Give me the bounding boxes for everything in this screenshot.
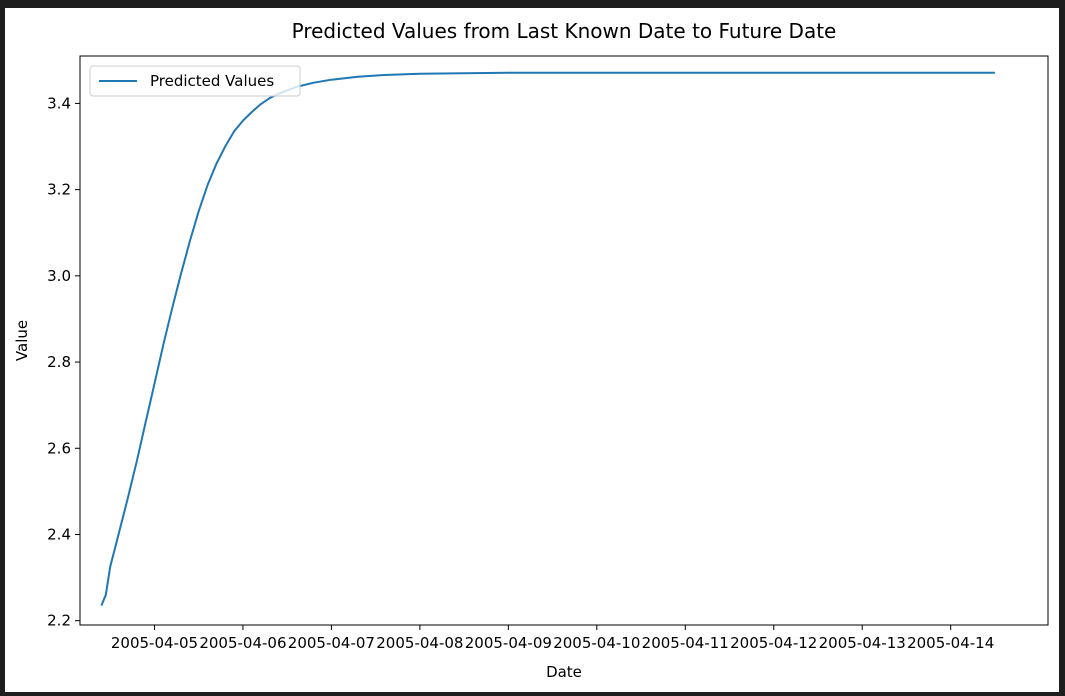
series-layer <box>100 71 995 606</box>
x-tick-label: 2005-04-06 <box>199 634 286 652</box>
chart-title: Predicted Values from Last Known Date to… <box>292 19 837 43</box>
y-axis-label: Value <box>13 320 31 361</box>
line-chart: Predicted Values from Last Known Date to… <box>13 19 1049 681</box>
x-tick-label: 2005-04-12 <box>730 634 817 652</box>
x-tick-label: 2005-04-14 <box>907 634 994 652</box>
series-line-predicted-values <box>100 71 995 606</box>
x-tick-label: 2005-04-07 <box>288 634 375 652</box>
x-axis-ticks: 2005-04-05 2005-04-06 2005-04-07 2005-04-08… <box>111 625 994 652</box>
x-tick-label: 2005-04-13 <box>819 634 906 652</box>
x-tick-label: 2005-04-09 <box>465 634 552 652</box>
x-tick-label: 2005-04-10 <box>553 634 640 652</box>
chart-figure: Predicted Values from Last Known Date to… <box>5 8 1059 692</box>
y-tick-label: 3.4 <box>47 94 71 112</box>
y-tick-label: 2.4 <box>47 525 71 543</box>
y-tick-label: 2.8 <box>47 353 71 371</box>
legend-label-predicted-values: Predicted Values <box>150 72 274 90</box>
plot-area-frame <box>79 55 1049 626</box>
x-tick-label: 2005-04-11 <box>642 634 729 652</box>
y-tick-label: 2.6 <box>47 439 71 457</box>
legend: Predicted Values <box>89 65 301 97</box>
y-axis-ticks: 2.2 2.4 2.6 2.8 3.0 3.2 3.4 <box>47 94 80 630</box>
x-tick-label: 2005-04-08 <box>376 634 463 652</box>
y-tick-label: 2.2 <box>47 612 71 630</box>
x-tick-label: 2005-04-05 <box>111 634 198 652</box>
y-tick-label: 3.0 <box>47 267 71 285</box>
y-tick-label: 3.2 <box>47 181 71 199</box>
legend-box <box>89 65 301 97</box>
x-axis-label: Date <box>546 663 582 681</box>
